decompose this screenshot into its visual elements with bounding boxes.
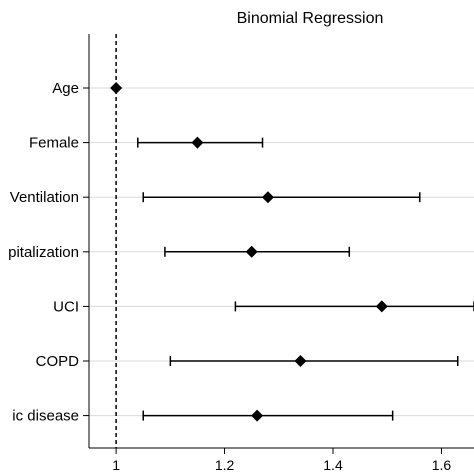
- point-estimate-marker: [110, 82, 123, 94]
- point-estimate-marker: [261, 191, 274, 204]
- category-labels: Age Female Ventilation pitalization UCI COPD i…: [8, 80, 79, 425]
- category-label: UCI: [53, 298, 79, 315]
- chart-title: Binomial Regression: [237, 10, 384, 27]
- x-tick-label: 1.2: [215, 457, 235, 473]
- point-estimates: [110, 82, 388, 422]
- x-tick-label: 1.4: [323, 457, 343, 473]
- point-estimate-marker: [251, 409, 264, 422]
- axes: [83, 34, 474, 449]
- point-estimate-marker: [375, 300, 388, 313]
- confidence-intervals: [137, 137, 474, 421]
- x-tick-label: 1: [112, 457, 120, 473]
- point-estimate-marker: [245, 245, 258, 258]
- x-axis-ticks: 1 1.2 1.4 1.6: [112, 448, 451, 473]
- category-label: Ventilation: [10, 189, 79, 206]
- category-label: ic disease: [12, 408, 79, 425]
- category-label: COPD: [36, 353, 80, 370]
- category-label: pitalization: [8, 244, 79, 261]
- point-estimate-marker: [191, 136, 204, 149]
- category-label: Age: [52, 80, 79, 97]
- x-tick-label: 1.6: [432, 457, 452, 473]
- point-estimate-marker: [294, 355, 307, 367]
- category-label: Female: [29, 135, 79, 152]
